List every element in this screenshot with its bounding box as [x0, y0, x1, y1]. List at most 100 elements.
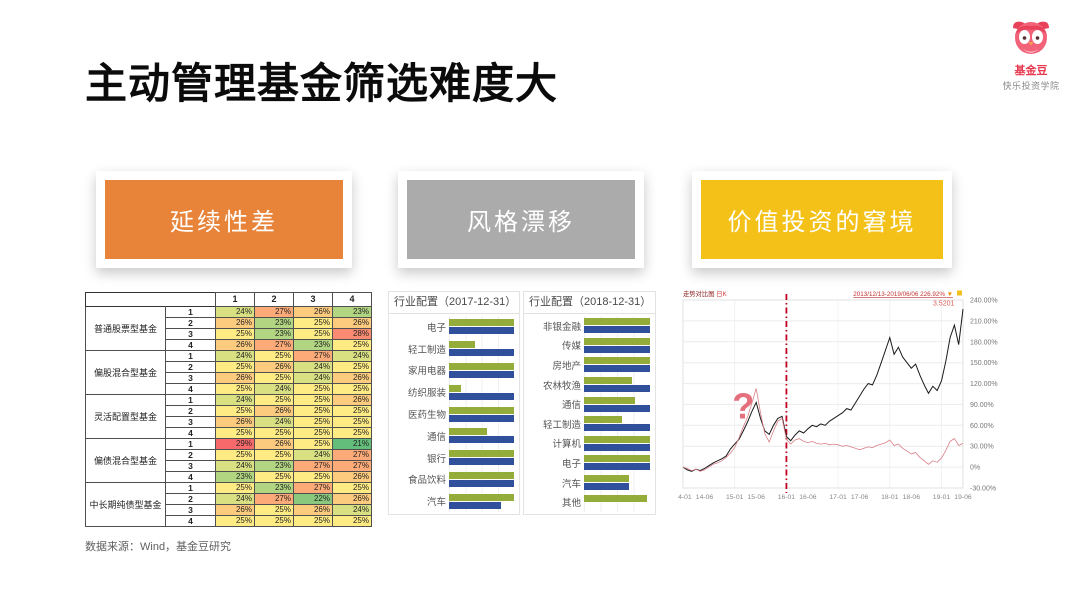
quartile-row-number: 2: [165, 405, 216, 417]
heatmap-col-header: 3: [293, 292, 333, 307]
bar-blue: [584, 443, 650, 451]
bar-blue: [449, 370, 514, 378]
bar-category-label: 非银金融: [542, 321, 581, 333]
chart-title: 走势对比图 日K: [683, 289, 728, 298]
heatmap-cell: 25%: [293, 416, 333, 428]
x-tick-label: 19-06: [954, 494, 972, 501]
heatmap-cell: 24%: [293, 449, 333, 461]
bar-blue: [584, 424, 650, 432]
x-tick-label: 15-01: [726, 494, 744, 501]
bar-category-label: 医药生物: [407, 410, 446, 422]
heatmap-cell: 22%: [293, 493, 333, 505]
heatmap-cell: 25%: [332, 416, 372, 428]
heatmap-cell: 25%: [293, 438, 333, 450]
quartile-row-number: 3: [165, 460, 216, 472]
bar-category-label: 轻工制造: [542, 419, 581, 431]
heatmap-cell: 26%: [254, 361, 294, 373]
bar-row: 轻工制造: [524, 413, 650, 434]
heatmap-cell: 27%: [254, 306, 294, 318]
y-tick-label: 210.00%: [970, 318, 998, 325]
bar-track: [449, 337, 514, 360]
heatmap-cell: 24%: [254, 416, 294, 428]
heatmap-cell: 24%: [215, 394, 255, 406]
heatmap-row: 3 26% 24% 25% 25%: [86, 416, 372, 428]
page-title: 主动管理基金筛选难度大: [85, 60, 559, 107]
bar-green: [584, 475, 629, 483]
heatmap-cell: 26%: [215, 339, 255, 351]
bar-green: [584, 455, 650, 463]
y-tick-label: 60.00%: [970, 423, 994, 430]
bar-green: [584, 357, 650, 365]
heatmap-cell: 24%: [332, 350, 372, 362]
heatmap-cell: 26%: [254, 405, 294, 417]
heatmap-cell: 24%: [215, 306, 255, 318]
heatmap-cell: 23%: [215, 471, 255, 483]
y-tick-label: 0%: [970, 465, 980, 472]
bar-track: [584, 453, 650, 473]
bar-blue: [449, 458, 514, 466]
y-tick-label: 120.00%: [970, 381, 998, 388]
quartile-row-number: 2: [165, 449, 216, 461]
heatmap-cell: 27%: [254, 339, 294, 351]
y-tick-label: 150.00%: [970, 360, 998, 367]
bar-category-label: 计算机: [552, 439, 581, 451]
heatmap-row: 3 24% 23% 27% 27%: [86, 460, 372, 472]
heatmap-cell: 25%: [215, 405, 255, 417]
brand-name: 基金豆: [1014, 65, 1048, 77]
heatmap-cell: 25%: [332, 515, 372, 527]
bar-green: [584, 337, 650, 345]
heatmap-cell: 26%: [332, 317, 372, 329]
heatmap-cell: 27%: [332, 460, 372, 472]
bar-track: [449, 468, 514, 491]
header-box-value-dilemma: 价值投资的窘境: [701, 180, 943, 259]
bar-green: [449, 493, 514, 501]
quartile-row-number: 2: [165, 493, 216, 505]
heatmap-cell: 25%: [332, 339, 372, 351]
header-label-style-drift: 风格漂移: [467, 209, 575, 236]
bar-row: 电子: [389, 316, 514, 338]
bar-chart-2017: 电子 轻工制造 家用电器 纺织服装 医药生物 通信 银行 食品饮料 汽车: [389, 314, 519, 514]
quartile-row-number: 1: [165, 482, 216, 494]
x-tick-label: 18-01: [881, 494, 899, 501]
bar-category-label: 汽车: [426, 497, 446, 509]
quartile-transition-heatmap-table: 1 2 3 4 普通股票型基金 1 24% 27% 26% 23% 2 26% 23% 25% 26% 3 25…: [85, 292, 372, 527]
industry-allocation-panel-2018: 行业配置（2018-12-31） 非银金融 传媒 房地产 农林牧渔 通信 轻工制造 计算机电…: [523, 291, 656, 515]
heatmap-cell: 25%: [332, 383, 372, 395]
quartile-row-number: 2: [165, 317, 216, 329]
quartile-row-number: 1: [165, 438, 216, 450]
bar-track: [584, 355, 650, 375]
heatmap-cell: 25%: [254, 471, 294, 483]
heatmap-cell: 25%: [215, 361, 255, 373]
bar-blue: [584, 483, 629, 491]
heatmap-cell: 26%: [215, 372, 255, 384]
bar-row: 房地产: [524, 355, 650, 375]
bar-blue: [449, 327, 514, 335]
quartile-row-number: 4: [165, 471, 216, 483]
brand-logo: 基金豆 快乐投资学院: [996, 16, 1066, 92]
bar-track: [584, 335, 650, 356]
bar-green: [584, 416, 623, 424]
heatmap-cell: 23%: [254, 328, 294, 340]
bar-category-label: 家用电器: [407, 366, 446, 378]
heatmap-cell: 25%: [215, 482, 255, 494]
x-tick-label: 15-06: [748, 494, 766, 501]
bar-green: [449, 428, 487, 436]
bar-category-label: 通信: [426, 431, 446, 443]
quartile-row-number: 2: [165, 361, 216, 373]
heatmap-cell: 25%: [332, 405, 372, 417]
heatmap-cell: 23%: [293, 339, 333, 351]
heatmap-col-header: 1: [215, 292, 255, 307]
heatmap-col-header: 2: [254, 292, 294, 307]
heatmap-row: 偏股混合型基金 1 24% 25% 27% 24%: [85, 350, 372, 395]
header-box-style-drift: 风格漂移: [407, 180, 635, 259]
series-pink: [682, 388, 964, 472]
bar-row: 计算机: [524, 433, 650, 454]
heatmap-cell: 25%: [215, 383, 255, 395]
bar-blue: [584, 326, 650, 334]
bar-category-label: 其他: [561, 498, 581, 510]
range-return-label: 2013/12/13-2019/06/06 226.92% ▼: [853, 291, 953, 298]
heatmap-cell: 25%: [293, 471, 333, 483]
heatmap-cell: 27%: [293, 350, 333, 362]
bar-track: [584, 374, 650, 395]
